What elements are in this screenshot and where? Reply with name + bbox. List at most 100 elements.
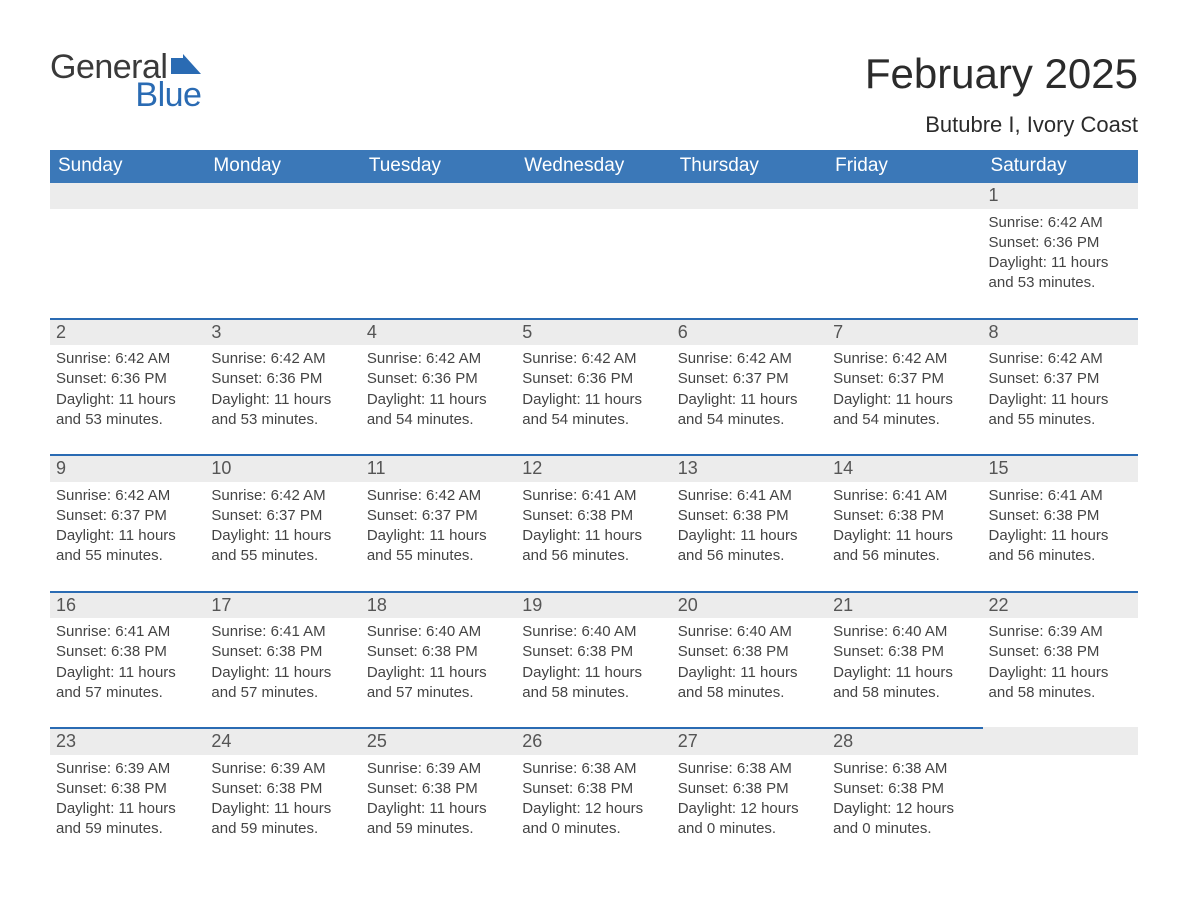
brand-logo: General Blue <box>50 50 201 112</box>
day-cell: 23Sunrise: 6:39 AMSunset: 6:38 PMDayligh… <box>50 727 205 842</box>
day-details: Sunrise: 6:40 AMSunset: 6:38 PMDaylight:… <box>827 618 982 705</box>
day-daylight1: Daylight: 11 hours <box>367 799 510 819</box>
day-details: Sunrise: 6:42 AMSunset: 6:36 PMDaylight:… <box>50 345 205 432</box>
weekday-header: Monday <box>205 150 360 183</box>
day-cell: 24 Sunrise: 6:39 AMSunset: 6:38 PMDayligh… <box>205 727 360 842</box>
day-sunrise: Sunrise: 6:39 AM <box>211 759 354 779</box>
day-number: 2 <box>50 318 205 346</box>
day-daylight2: and 57 minutes. <box>211 683 354 703</box>
day-details: Sunrise: 6:42 AMSunset: 6:36 PMDaylight:… <box>983 209 1138 296</box>
day-daylight2: and 55 minutes. <box>211 546 354 566</box>
day-cell: 5Sunrise: 6:42 AMSunset: 6:36 PMDaylight… <box>516 318 671 433</box>
day-details: Sunrise: 6:42 AMSunset: 6:36 PMDaylight:… <box>516 345 671 432</box>
day-cell: 8Sunrise: 6:42 AMSunset: 6:37 PMDaylight… <box>983 318 1138 433</box>
day-daylight1: Daylight: 11 hours <box>56 390 199 410</box>
day-number: 21 <box>827 591 982 619</box>
day-daylight2: and 0 minutes. <box>522 819 665 839</box>
calendar-head: Sunday Monday Tuesday Wednesday Thursday… <box>50 150 1138 183</box>
week-row: 2Sunrise: 6:42 AMSunset: 6:36 PMDaylight… <box>50 318 1138 433</box>
day-daylight2: and 58 minutes. <box>989 683 1132 703</box>
day-sunset: Sunset: 6:38 PM <box>522 506 665 526</box>
day-sunset: Sunset: 6:38 PM <box>833 506 976 526</box>
day-number: 6 <box>672 318 827 346</box>
day-sunrise: Sunrise: 6:38 AM <box>522 759 665 779</box>
day-number <box>672 183 827 209</box>
day-cell: 21Sunrise: 6:40 AMSunset: 6:38 PMDayligh… <box>827 591 982 706</box>
day-sunset: Sunset: 6:37 PM <box>678 369 821 389</box>
calendar-body: 1Sunrise: 6:42 AMSunset: 6:36 PMDaylight… <box>50 183 1138 842</box>
day-daylight1: Daylight: 11 hours <box>989 253 1132 273</box>
day-sunrise: Sunrise: 6:42 AM <box>989 349 1132 369</box>
day-daylight1: Daylight: 11 hours <box>678 390 821 410</box>
day-sunrise: Sunrise: 6:42 AM <box>678 349 821 369</box>
day-daylight2: and 55 minutes. <box>367 546 510 566</box>
day-daylight2: and 56 minutes. <box>522 546 665 566</box>
day-daylight1: Daylight: 11 hours <box>367 663 510 683</box>
day-cell <box>672 183 827 296</box>
day-cell: 16Sunrise: 6:41 AMSunset: 6:38 PMDayligh… <box>50 591 205 706</box>
day-details: Sunrise: 6:42 AMSunset: 6:36 PMDaylight:… <box>361 345 516 432</box>
day-daylight1: Daylight: 11 hours <box>989 390 1132 410</box>
day-sunrise: Sunrise: 6:41 AM <box>833 486 976 506</box>
day-daylight1: Daylight: 11 hours <box>56 799 199 819</box>
day-sunrise: Sunrise: 6:42 AM <box>833 349 976 369</box>
day-number <box>983 727 1138 755</box>
day-daylight1: Daylight: 11 hours <box>522 663 665 683</box>
day-daylight2: and 53 minutes. <box>989 273 1132 293</box>
day-cell <box>361 183 516 296</box>
day-cell: 25Sunrise: 6:39 AMSunset: 6:38 PMDayligh… <box>361 727 516 842</box>
day-sunset: Sunset: 6:38 PM <box>989 506 1132 526</box>
day-details: Sunrise: 6:38 AMSunset: 6:38 PMDaylight:… <box>827 755 982 842</box>
separator-cell <box>50 705 1138 727</box>
day-cell <box>50 183 205 296</box>
day-sunset: Sunset: 6:38 PM <box>678 642 821 662</box>
day-number: 24 <box>205 727 360 755</box>
day-daylight1: Daylight: 11 hours <box>989 526 1132 546</box>
day-cell: 11Sunrise: 6:42 AMSunset: 6:37 PMDayligh… <box>361 454 516 569</box>
day-daylight1: Daylight: 11 hours <box>56 526 199 546</box>
day-cell: 13Sunrise: 6:41 AMSunset: 6:38 PMDayligh… <box>672 454 827 569</box>
day-number: 1 <box>983 183 1138 209</box>
week-separator <box>50 569 1138 591</box>
day-details: Sunrise: 6:41 AMSunset: 6:38 PMDaylight:… <box>983 482 1138 569</box>
day-details: Sunrise: 6:39 AMSunset: 6:38 PMDaylight:… <box>983 618 1138 705</box>
day-cell: 22Sunrise: 6:39 AMSunset: 6:38 PMDayligh… <box>983 591 1138 706</box>
title-block: February 2025 Butubre I, Ivory Coast <box>865 50 1138 138</box>
day-details: Sunrise: 6:41 AMSunset: 6:38 PMDaylight:… <box>205 618 360 705</box>
day-sunrise: Sunrise: 6:41 AM <box>56 622 199 642</box>
day-daylight1: Daylight: 11 hours <box>833 663 976 683</box>
day-number: 7 <box>827 318 982 346</box>
day-cell: 6 Sunrise: 6:42 AMSunset: 6:37 PMDaylight… <box>672 318 827 433</box>
day-daylight2: and 54 minutes. <box>678 410 821 430</box>
separator-cell <box>50 569 1138 591</box>
day-cell: 9Sunrise: 6:42 AMSunset: 6:37 PMDaylight… <box>50 454 205 569</box>
day-sunrise: Sunrise: 6:38 AM <box>678 759 821 779</box>
day-sunrise: Sunrise: 6:40 AM <box>522 622 665 642</box>
day-details: Sunrise: 6:42 AMSunset: 6:36 PMDaylight:… <box>205 345 360 432</box>
day-number: 9 <box>50 454 205 482</box>
day-number: 16 <box>50 591 205 619</box>
day-number: 25 <box>361 727 516 755</box>
day-daylight2: and 56 minutes. <box>678 546 821 566</box>
day-cell: 10Sunrise: 6:42 AMSunset: 6:37 PMDayligh… <box>205 454 360 569</box>
day-number: 11 <box>361 454 516 482</box>
day-sunrise: Sunrise: 6:41 AM <box>211 622 354 642</box>
day-daylight1: Daylight: 12 hours <box>833 799 976 819</box>
day-number: 28 <box>827 727 982 755</box>
day-details: Sunrise: 6:41 AMSunset: 6:38 PMDaylight:… <box>672 482 827 569</box>
day-sunset: Sunset: 6:36 PM <box>367 369 510 389</box>
day-sunset: Sunset: 6:36 PM <box>522 369 665 389</box>
day-daylight2: and 54 minutes. <box>367 410 510 430</box>
day-daylight1: Daylight: 11 hours <box>211 799 354 819</box>
day-sunrise: Sunrise: 6:41 AM <box>678 486 821 506</box>
weekday-header: Thursday <box>672 150 827 183</box>
day-details: Sunrise: 6:40 AMSunset: 6:38 PMDaylight:… <box>516 618 671 705</box>
weekday-header: Tuesday <box>361 150 516 183</box>
day-number: 13 <box>672 454 827 482</box>
day-details: Sunrise: 6:40 AMSunset: 6:38 PMDaylight:… <box>672 618 827 705</box>
day-cell: 3Sunrise: 6:42 AMSunset: 6:36 PMDaylight… <box>205 318 360 433</box>
day-daylight1: Daylight: 11 hours <box>56 663 199 683</box>
day-number: 5 <box>516 318 671 346</box>
day-number: 15 <box>983 454 1138 482</box>
day-sunset: Sunset: 6:38 PM <box>211 779 354 799</box>
